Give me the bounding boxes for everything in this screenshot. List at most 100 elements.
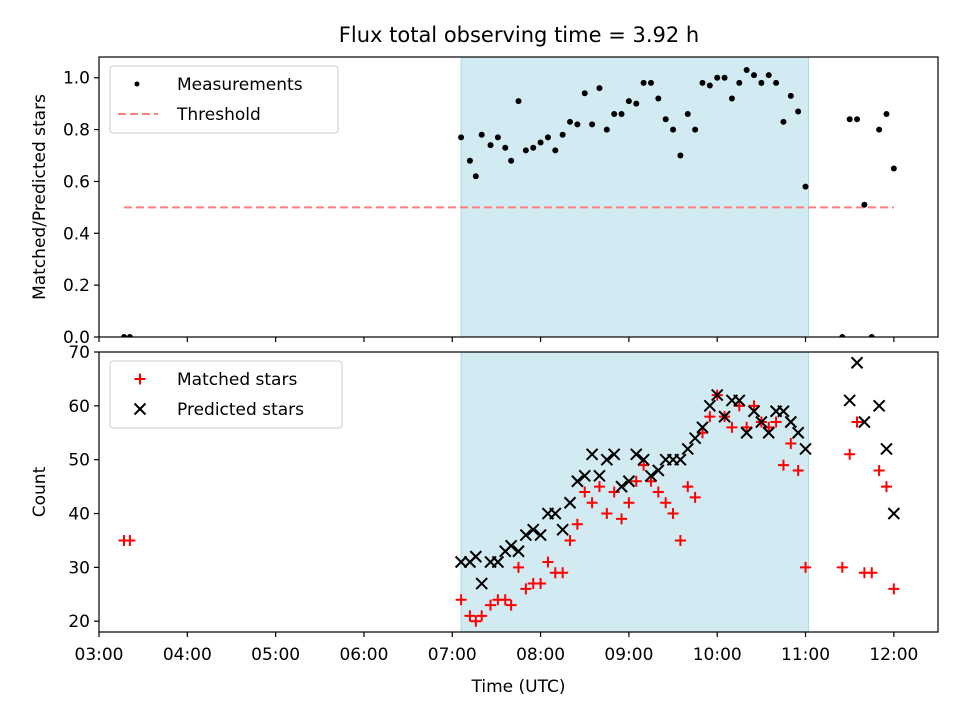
- matched-star-point: [696, 427, 708, 439]
- predicted-star-point: [799, 442, 812, 456]
- measurement-point: [522, 147, 529, 154]
- y-tick-label: 0.2: [63, 276, 90, 296]
- measurement-point: [751, 72, 758, 79]
- x-tick-label: 05:00: [251, 645, 300, 665]
- measurement-point: [466, 157, 473, 164]
- predicted-star-point: [711, 388, 724, 402]
- predicted-star-point: [872, 399, 886, 413]
- measurement-point: [530, 144, 537, 151]
- x-tick-label: 08:00: [516, 645, 565, 665]
- measurement-point: [765, 72, 772, 79]
- measurement-point: [728, 95, 735, 102]
- matched-star-point: [124, 534, 136, 546]
- legend-label: Predicted stars: [177, 400, 304, 420]
- y-tick-label: 40: [68, 505, 90, 525]
- measurement-point: [706, 82, 713, 89]
- matched-star-point: [485, 599, 497, 611]
- matched-star-point: [630, 475, 642, 487]
- measurement-point: [478, 131, 485, 138]
- measurement-point: [714, 74, 721, 81]
- predicted-star-point: [615, 480, 628, 493]
- predicted-star-point: [762, 426, 775, 439]
- measurement-point: [662, 116, 669, 123]
- y-axis-label: Count: [30, 466, 50, 517]
- measurement-point: [721, 74, 728, 81]
- matched-star-point: [505, 599, 517, 611]
- matched-star-point: [785, 438, 797, 450]
- matched-star-point: [844, 448, 856, 460]
- measurement-point: [596, 85, 603, 92]
- y-tick-label: 0.4: [63, 224, 90, 244]
- measurement-point: [589, 121, 596, 128]
- matched-star-point: [542, 556, 554, 568]
- predicted-star-point: [850, 356, 864, 369]
- x-tick-label: 04:00: [163, 645, 212, 665]
- x-tick-label: 03:00: [75, 645, 124, 665]
- matched-star-point: [601, 508, 613, 520]
- measurement-point: [736, 79, 743, 86]
- measurement-point: [868, 334, 875, 337]
- measurement-point: [603, 126, 610, 133]
- matched-star-point: [674, 534, 686, 546]
- measurement-point: [552, 147, 559, 154]
- bottom-panel: 20 30 40 50 60 70 03:00 04:00 05:00 06:00 07:00 08:…: [30, 343, 939, 697]
- predicted-star-point: [688, 431, 702, 445]
- matched-star-point: [866, 567, 878, 579]
- measurement-point: [890, 165, 897, 172]
- y-tick-label: 1.0: [63, 69, 90, 89]
- measurement-point: [121, 334, 128, 337]
- matched-star-point: [470, 615, 482, 627]
- x-tick-label: 12:00: [869, 645, 918, 665]
- predicted-star-point: [491, 555, 505, 569]
- x-axis-label: Time (UTC): [471, 677, 566, 697]
- predicted-star-point: [733, 394, 746, 407]
- measurement-point: [487, 142, 494, 149]
- legend-label: Measurements: [177, 75, 303, 95]
- matched-star-point: [726, 421, 738, 433]
- measurement-point: [743, 66, 750, 73]
- matched-star-point: [792, 464, 804, 476]
- matched-star-point: [880, 481, 892, 493]
- measurement-point: [502, 144, 509, 151]
- measurement-point: [126, 334, 133, 337]
- matched-star-point: [777, 459, 789, 471]
- predicted-star-point: [755, 415, 768, 429]
- legend-label: Matched stars: [177, 370, 297, 390]
- measurement-point: [780, 118, 787, 125]
- matched-star-point: [851, 416, 863, 428]
- predicted-star-point: [777, 405, 790, 418]
- matched-star-point: [748, 400, 760, 412]
- measurement-point: [802, 183, 809, 190]
- measurement-point: [883, 111, 890, 118]
- measurement-point: [647, 79, 654, 86]
- matched-star-point: [682, 481, 694, 493]
- predicted-star-point: [880, 442, 893, 456]
- measurement-point: [618, 111, 625, 118]
- measurement-point: [458, 134, 465, 141]
- measurement-point: [699, 79, 706, 86]
- y-axis-label: Matched/Predicted stars: [30, 94, 50, 300]
- measurement-point: [861, 201, 868, 208]
- matched-star-point: [652, 486, 664, 498]
- legend-predicted-marker: [133, 402, 147, 416]
- y-tick-label: 30: [68, 558, 90, 578]
- axes-frame: [98, 56, 939, 338]
- predicted-star-point: [652, 464, 665, 477]
- matched-star-point: [623, 497, 635, 509]
- observing-window-shade: [460, 57, 809, 337]
- predicted-star-point: [747, 405, 761, 418]
- y-tick-label: 60: [68, 397, 90, 417]
- matched-star-point: [704, 411, 716, 423]
- matched-star-point: [741, 421, 753, 433]
- matched-star-point: [476, 610, 488, 622]
- predicted-star-point: [674, 453, 687, 466]
- measurement-point: [795, 108, 802, 115]
- matched-star-point: [608, 486, 620, 498]
- matched-star-point: [564, 534, 576, 546]
- predicted-star-point: [556, 523, 569, 536]
- measurement-point: [515, 98, 522, 105]
- predicted-star-point: [637, 453, 650, 466]
- matched-star-point: [667, 508, 679, 520]
- predicted-star-point: [887, 507, 901, 520]
